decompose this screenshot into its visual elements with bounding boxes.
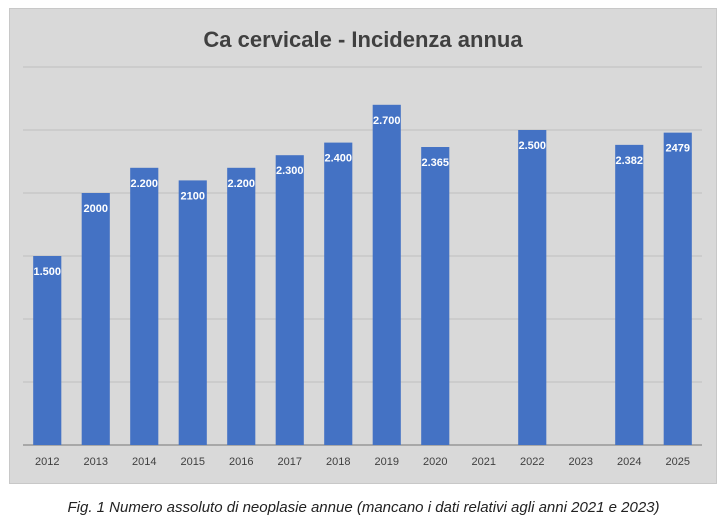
bar-2024: [615, 144, 644, 446]
bar-2014: [130, 167, 159, 446]
x-tick-label-2022: 2022: [520, 456, 544, 468]
data-labels: 1.500 2000 2.200 2100 2.200 2.300 2.400 2.700 2.…: [33, 115, 690, 278]
x-tick-label-2023: 2023: [569, 456, 593, 468]
chart-frame: 1.500 2000 2.200 2100 2.200 2.300 2.400 2.700 2.…: [9, 8, 717, 484]
bar-2015: [178, 180, 207, 445]
bar-2012: [33, 256, 62, 445]
x-tick-label-2014: 2014: [132, 456, 156, 468]
bar-2025: [663, 132, 692, 445]
x-tick-label-2021: 2021: [472, 456, 496, 468]
bar-2019: [372, 104, 401, 446]
x-tick-label-2012: 2012: [35, 456, 59, 468]
gridlines: [23, 66, 702, 446]
bar-2017: [275, 155, 304, 445]
x-tick-label-2016: 2016: [229, 456, 253, 468]
bars: [33, 104, 692, 446]
x-tick-label-2017: 2017: [278, 456, 302, 468]
x-tick-label-2020: 2020: [423, 456, 447, 468]
data-label-2015: 2100: [181, 190, 205, 202]
x-tick-label-2025: 2025: [666, 456, 690, 468]
x-tick-labels: 2012 2013 2014 2015 2016 2017 2018 2019 2020 2021…: [35, 456, 690, 468]
bar-2016: [227, 167, 256, 446]
figure-caption: Fig. 1 Numero assoluto di neoplasie annu…: [67, 499, 660, 516]
bar-chart: 1.500 2000 2.200 2100 2.200 2.300 2.400 2.700 2.…: [23, 27, 702, 468]
data-label-2016: 2.200: [227, 178, 255, 190]
data-label-2014: 2.200: [130, 178, 158, 190]
chart-title: Ca cervicale - Incidenza annua: [203, 27, 523, 52]
x-tick-label-2019: 2019: [375, 456, 399, 468]
data-label-2020: 2.365: [421, 157, 449, 169]
bar-2018: [324, 142, 353, 445]
data-label-2019: 2.700: [373, 115, 401, 127]
data-label-2017: 2.300: [276, 165, 304, 177]
data-label-2013: 2000: [84, 203, 108, 215]
data-label-2022: 2.500: [518, 140, 546, 152]
data-label-2018: 2.400: [324, 153, 352, 165]
x-tick-label-2024: 2024: [617, 456, 641, 468]
bar-2013: [81, 193, 110, 445]
x-tick-label-2015: 2015: [181, 456, 205, 468]
x-tick-label-2018: 2018: [326, 456, 350, 468]
data-label-2024: 2.382: [615, 155, 643, 167]
data-label-2012: 1.500: [33, 266, 61, 278]
bar-2020: [421, 147, 450, 445]
x-tick-label-2013: 2013: [84, 456, 108, 468]
data-label-2025: 2479: [666, 143, 690, 155]
bar-2022: [518, 130, 547, 445]
